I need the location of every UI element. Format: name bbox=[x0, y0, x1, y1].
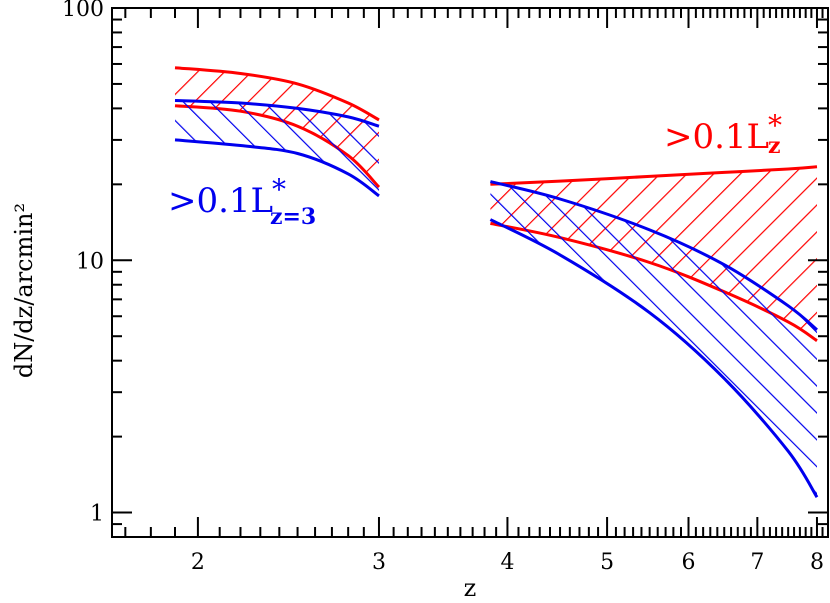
x-axis-title: z bbox=[464, 574, 477, 602]
annotation-blue: >0.1L bbox=[168, 181, 273, 221]
annotation-red-sub: z bbox=[768, 133, 781, 159]
y-tick-label: 100 bbox=[62, 0, 104, 22]
annotation-blue-sub: z=3 bbox=[270, 204, 316, 230]
annotation-red: >0.1L bbox=[664, 117, 769, 157]
x-tick-label: 3 bbox=[372, 550, 386, 575]
blue-band-2-lower-line bbox=[489, 218, 819, 499]
x-tick-label: 2 bbox=[191, 550, 205, 575]
red-band-1-upper-line bbox=[174, 66, 380, 122]
blue-band-2-upper-line bbox=[490, 180, 818, 331]
x-tick-label: 7 bbox=[750, 550, 764, 575]
red-band-1-hatch bbox=[175, 67, 379, 188]
y-axis-title: dN/dz/arcmin² bbox=[10, 203, 38, 378]
annotation-blue-sup: * bbox=[272, 173, 286, 206]
annotation-blue-main: >0.1L bbox=[168, 181, 273, 221]
x-tick-label: 6 bbox=[682, 550, 696, 575]
red-band-2-upper-line bbox=[490, 165, 818, 186]
annotation-red-sup: * bbox=[768, 109, 782, 142]
x-tick-label: 5 bbox=[600, 550, 614, 575]
annotation-red-main: >0.1L bbox=[664, 117, 769, 157]
y-tick-label: 10 bbox=[76, 249, 104, 274]
bands-layer bbox=[174, 66, 819, 499]
x-tick-label: 4 bbox=[500, 550, 514, 575]
tick-labels-layer: 2 3 4 5 6 7 8 1 10 100 bbox=[62, 0, 824, 575]
y-tick-label: 1 bbox=[90, 502, 104, 527]
blue-band-1-upper-line bbox=[174, 99, 380, 128]
blue-band-1-lower-line bbox=[174, 138, 380, 198]
x-tick-label: 8 bbox=[810, 550, 824, 575]
ticks-layer bbox=[112, 7, 828, 538]
